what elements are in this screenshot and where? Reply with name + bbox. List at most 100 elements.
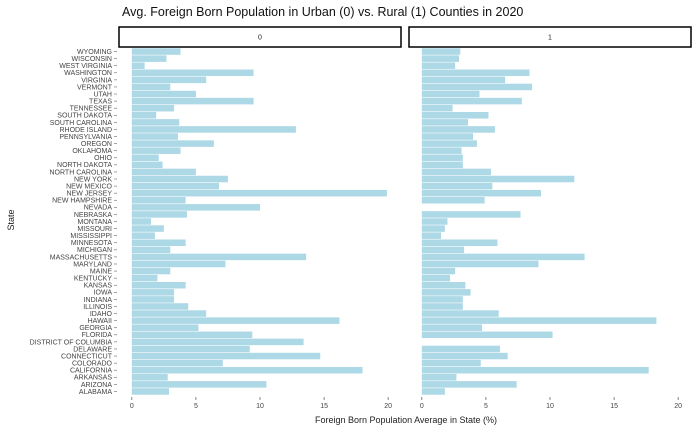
bar-rhode-island-0 (131, 126, 296, 133)
bar-arizona-0 (131, 381, 267, 388)
category-label: WISCONSIN (72, 56, 112, 63)
bar-rhode-island-1 (421, 126, 495, 133)
category-label: GEORGIA (79, 325, 112, 332)
category-label: UTAH (93, 91, 112, 98)
y-axis-title: State (6, 209, 16, 230)
bar-washington-1 (421, 69, 530, 77)
bar-oregon-1 (421, 140, 477, 147)
category-label: MICHIGAN (77, 247, 112, 254)
bar-north-carolina-1 (421, 168, 492, 176)
bar-montana-0 (131, 218, 152, 225)
bar-kentucky-0 (131, 274, 158, 282)
bar-oklahoma-1 (421, 147, 462, 154)
bar-new-hampshire-0 (131, 196, 186, 204)
facet-strip-label: 0 (258, 35, 262, 42)
bar-oklahoma-0 (131, 147, 181, 154)
category-label: SOUTH CAROLINA (50, 120, 113, 127)
x-tick-label: 20 (384, 403, 392, 410)
chart-title: Avg. Foreign Born Population in Urban (0… (122, 5, 524, 19)
category-label: IOWA (94, 290, 113, 297)
x-tick-label: 10 (256, 403, 264, 410)
bar-wisconsin-1 (421, 55, 459, 62)
category-label: NEW JERSEY (66, 191, 112, 198)
category-label: SOUTH DAKOTA (57, 113, 112, 120)
bar-north-dakota-0 (131, 161, 163, 169)
bar-new-york-0 (131, 175, 228, 183)
category-label: VIRGINIA (81, 77, 112, 84)
bar-kansas-1 (421, 281, 466, 289)
bar-vermont-0 (131, 83, 171, 91)
category-label: NEW YORK (74, 176, 112, 183)
category-label: ARKANSAS (74, 375, 112, 382)
bar-connecticut-1 (421, 352, 508, 360)
category-label: NEVADA (84, 205, 113, 212)
category-label: TENNESSEE (70, 106, 113, 113)
bar-maryland-1 (421, 260, 539, 268)
bar-maine-0 (131, 267, 171, 275)
category-label: WYOMING (77, 49, 112, 56)
bar-hawaii-1 (421, 317, 657, 324)
bar-hawaii-0 (131, 317, 340, 324)
bar-south-dakota-0 (131, 112, 157, 119)
category-label: NEBRASKA (74, 212, 112, 219)
bar-florida-0 (131, 331, 253, 339)
bar-south-carolina-1 (421, 119, 468, 126)
bar-new-jersey-0 (131, 189, 387, 197)
bar-pennsylvania-1 (421, 133, 474, 140)
category-label: MAINE (90, 268, 113, 275)
facet-strip-1 (408, 26, 692, 48)
bar-virginia-0 (131, 76, 207, 84)
bar-nevada-0 (131, 204, 260, 211)
bar-new-york-1 (421, 175, 575, 183)
category-label: MARYLAND (73, 261, 112, 268)
x-tick-label: 0 (130, 403, 134, 410)
category-label: OREGON (81, 141, 112, 148)
category-label: CALIFORNIA (70, 368, 112, 375)
category-label: RHODE ISLAND (59, 127, 112, 134)
bar-kansas-0 (131, 281, 186, 289)
category-label: MASSACHUSETTS (50, 254, 113, 261)
bar-south-carolina-0 (131, 119, 180, 126)
bar-alabama-0 (131, 388, 169, 395)
bar-connecticut-0 (131, 352, 321, 360)
x-tick-label: 5 (194, 403, 198, 410)
bar-idaho-1 (421, 310, 499, 317)
bar-washington-0 (131, 69, 254, 77)
x-tick-label: 10 (546, 403, 554, 410)
category-label: DELAWARE (73, 346, 112, 353)
category-label: PENNSYLVANIA (59, 134, 112, 141)
bar-north-dakota-1 (421, 161, 463, 169)
x-tick-label: 20 (674, 403, 682, 410)
bar-mississippi-1 (421, 232, 442, 239)
bar-tennessee-1 (421, 104, 453, 112)
category-label: ARIZONA (81, 382, 112, 389)
category-label: OHIO (94, 155, 112, 162)
bar-indiana-1 (421, 296, 463, 303)
bar-west-virginia-1 (421, 62, 456, 69)
bar-tennessee-0 (131, 104, 175, 112)
bar-minnesota-0 (131, 239, 186, 247)
bar-colorado-0 (131, 359, 223, 367)
bar-indiana-0 (131, 296, 175, 303)
bar-california-0 (131, 366, 363, 374)
category-label: KENTUCKY (74, 276, 112, 283)
category-label: WEST VIRGINIA (59, 63, 112, 70)
bar-iowa-1 (421, 289, 471, 296)
x-tick-label: 0 (420, 403, 424, 410)
x-tick-label: 15 (610, 403, 618, 410)
bar-west-virginia-0 (131, 62, 145, 69)
category-label: CONNECTICUT (61, 353, 113, 360)
bar-ohio-1 (421, 154, 463, 162)
category-label: INDIANA (84, 297, 113, 304)
bar-delaware-0 (131, 345, 250, 353)
bar-montana-1 (421, 218, 448, 225)
category-label: ALABAMA (79, 389, 112, 396)
bar-missouri-1 (421, 225, 445, 232)
bar-arkansas-0 (131, 374, 168, 381)
category-label: DISTRICT OF COLUMBIA (30, 339, 113, 346)
category-label: MISSISSIPPI (70, 233, 112, 240)
bar-alabama-1 (421, 388, 445, 395)
category-label: ILLINOIS (83, 304, 112, 311)
bar-district-of-columbia-0 (131, 338, 304, 346)
